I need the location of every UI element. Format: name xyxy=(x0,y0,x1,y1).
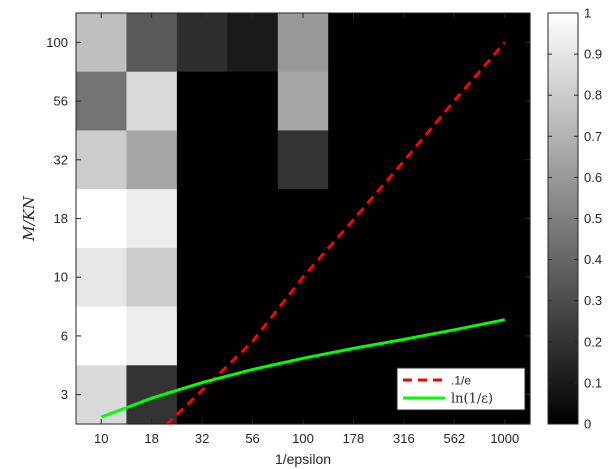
x-axis-label: 1/epsilon xyxy=(275,451,331,467)
x-tick-label: 32 xyxy=(195,431,209,446)
heatmap-cell xyxy=(126,130,178,190)
heatmap-cell xyxy=(126,189,178,249)
heatmap-cell xyxy=(176,365,228,425)
y-tick-label: 6 xyxy=(61,328,68,343)
x-tick-label: 316 xyxy=(393,431,415,446)
legend-box xyxy=(396,367,526,411)
heatmap-cell xyxy=(378,130,430,190)
colorbar-tick-label: 0.9 xyxy=(584,47,602,62)
legend-label: .1/e xyxy=(451,374,471,388)
heatmap-cell xyxy=(227,247,279,308)
heatmap-cell xyxy=(76,13,128,73)
heatmap-cell xyxy=(76,130,128,190)
heatmap-cell xyxy=(277,130,329,190)
legend-label: ln(1/ε) xyxy=(451,392,493,407)
heatmap-cell xyxy=(227,71,279,132)
x-tick-label: 10 xyxy=(94,431,108,446)
heatmap-cell xyxy=(176,306,228,366)
heatmap-cell xyxy=(176,71,228,132)
colorbar-tick-label: 0.5 xyxy=(584,211,602,226)
heatmap-cell xyxy=(126,306,178,366)
y-tick-label: 100 xyxy=(46,35,68,50)
heatmap-cell xyxy=(176,189,228,249)
colorbar-tick-label: 0.2 xyxy=(584,334,602,349)
series-line-dashed xyxy=(164,41,506,424)
heatmap-cell xyxy=(378,13,430,73)
heatmap-cell xyxy=(126,71,178,132)
heatmap-cell xyxy=(328,365,380,425)
heatmap-cell xyxy=(126,247,178,308)
heatmap-cell xyxy=(378,247,430,308)
x-tick-label: 1000 xyxy=(490,431,519,446)
y-tick-label: 18 xyxy=(54,211,68,226)
heatmap-cell xyxy=(429,13,481,73)
heatmap-cell xyxy=(227,189,279,249)
heatmap-cell xyxy=(328,130,380,190)
y-tick-label: 3 xyxy=(61,387,68,402)
y-axis-label: M/KN xyxy=(20,195,38,242)
heatmap-cell xyxy=(328,13,380,73)
heatmap-cell xyxy=(76,247,128,308)
colorbar-ticks: 0 0.1 0.2 0.3 0.4 0.5 0.6 0.7 0.8 0.9 1 xyxy=(548,6,602,432)
colorbar-tick-label: 0.1 xyxy=(584,375,602,390)
x-tick-label: 100 xyxy=(292,431,314,446)
colorbar-tick-label: 0 xyxy=(584,417,591,432)
x-axis-ticks: 10 18 32 56 100 178 316 562 1000 xyxy=(94,13,519,446)
x-tick-label: 56 xyxy=(245,431,259,446)
colorbar-tick-label: 0.4 xyxy=(584,252,602,267)
heatmap-cell xyxy=(277,365,329,425)
heatmap-cell xyxy=(479,306,531,366)
heatmap-cell xyxy=(277,71,329,132)
colorbar-tick-label: 0.8 xyxy=(584,88,602,103)
heatmap-cell xyxy=(76,365,128,425)
heatmap-cell xyxy=(328,71,380,132)
heatmap-cells xyxy=(76,13,531,425)
heatmap-cell xyxy=(176,247,228,308)
heatmap-cell xyxy=(429,306,481,366)
heatmap-cell xyxy=(429,189,481,249)
heatmap-cell xyxy=(429,130,481,190)
y-tick-label: 56 xyxy=(54,94,68,109)
heatmap-cell xyxy=(328,247,380,308)
x-tick-label: 178 xyxy=(343,431,365,446)
heatmap-cell xyxy=(429,247,481,308)
colorbar-tick-label: 0.6 xyxy=(584,170,602,185)
heatmap-cell xyxy=(76,71,128,132)
y-axis-ticks: 100 56 32 18 10 6 3 xyxy=(46,35,530,402)
colorbar-tick-label: 0.7 xyxy=(584,129,602,144)
heatmap-cell xyxy=(277,13,329,73)
colorbar xyxy=(547,12,579,425)
heatmap-cell xyxy=(176,130,228,190)
heatmap-cell xyxy=(479,189,531,249)
colorbar-tick-label: 0.3 xyxy=(584,293,602,308)
heatmap-cell xyxy=(176,13,228,73)
heatmap-cell xyxy=(328,306,380,366)
heatmap-cell xyxy=(227,13,279,73)
heatmap-cell xyxy=(76,189,128,249)
y-tick-label: 32 xyxy=(54,152,68,167)
heatmap-cell xyxy=(227,130,279,190)
heatmap-cell xyxy=(126,13,178,73)
heatmap-cell xyxy=(277,189,329,249)
heatmap-cell xyxy=(479,130,531,190)
heatmap-cell xyxy=(479,247,531,308)
y-tick-label: 10 xyxy=(54,270,68,285)
series-lines xyxy=(100,41,506,424)
heatmap-cell xyxy=(76,306,128,366)
x-tick-label: 562 xyxy=(443,431,465,446)
legend: .1/e ln(1/ε) xyxy=(396,367,526,411)
x-tick-label: 18 xyxy=(144,431,158,446)
heatmap-cell xyxy=(378,189,430,249)
heatmap-cell xyxy=(126,365,178,425)
series-line-solid xyxy=(100,318,506,419)
colorbar-tick-label: 1 xyxy=(584,6,591,21)
heatmap-cell xyxy=(479,71,531,132)
heatmap-cell xyxy=(378,71,430,132)
